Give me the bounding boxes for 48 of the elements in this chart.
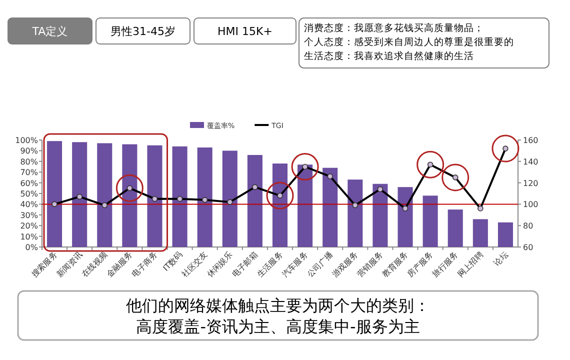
bar	[47, 141, 62, 247]
y-tick-label: 20%	[20, 222, 38, 231]
y-tick-label: 0%	[25, 243, 38, 252]
bar	[322, 168, 338, 247]
x-tick-label: 电子商务	[130, 250, 160, 280]
y-tick-label: 100%	[15, 136, 38, 145]
y-tick-label: 40%	[20, 200, 38, 210]
x-tick-label: 论坛	[492, 250, 510, 268]
y2-tick-label: 120	[523, 178, 538, 188]
bar	[472, 219, 488, 247]
y-tick-label: 10%	[20, 232, 38, 242]
y-tick-label: 90%	[20, 146, 38, 156]
bar	[197, 147, 212, 247]
bar	[247, 154, 262, 247]
bar	[298, 164, 313, 247]
bar	[222, 150, 238, 247]
plot: 0% 10% 20% 30% 40% 50% 60% 70% 80% 90% 100% 60 80 100 120 140 160 搜索服务 新闻资讯 在线视频 金融服务 电子商务 IT数码 社区交友 休闲娱乐 电子邮箱 生活服务 汽车服务 公司广播 游戏服务 营销服务 教育服务 房产服务 旅行服务 网上招聘 论坛	[15, 136, 538, 280]
bar	[398, 187, 413, 247]
x-tick-label: IT数码	[161, 250, 184, 273]
bar	[348, 180, 363, 247]
bar	[172, 146, 188, 247]
bar	[448, 210, 463, 247]
text: 高度覆盖-资讯为主、高度集中-服务为主	[136, 317, 420, 336]
y-tick-label: 50%	[20, 190, 38, 198]
y2-tick-label: 160	[523, 136, 538, 145]
annotation: TA定义	[8, 18, 92, 44]
bar	[147, 145, 162, 247]
y-tick-label: 80%	[20, 157, 38, 166]
bar	[422, 196, 438, 247]
text: 他们的网络媒体触点主要为两个大的类别：	[126, 296, 430, 315]
bar	[72, 142, 88, 247]
y-tick-label: 70%	[20, 168, 38, 178]
annotation: 男性31-45岁	[96, 18, 190, 44]
y-tick-label: 30%	[20, 210, 38, 220]
annotation: HMI 15K+	[194, 18, 296, 44]
y2-tick-label: 80	[523, 222, 534, 231]
y2-tick-label: 100	[523, 200, 538, 210]
y2-tick-label: 140	[523, 157, 538, 166]
bar	[97, 143, 112, 247]
bar	[122, 144, 138, 247]
text: 消费态度：我愿意多花钱买高质量物品；	[304, 22, 484, 34]
text: 生活态度：我喜欢追求自然健康的生活	[304, 50, 474, 62]
text: 个人态度：感受到来自周边人的尊重是很重要的	[304, 36, 514, 48]
y-tick-label: 60%	[20, 178, 38, 188]
bar	[372, 184, 388, 247]
x-tick-label: 网上招聘	[456, 250, 485, 280]
bar	[498, 222, 513, 247]
y2-tick-label: 60	[523, 243, 534, 252]
